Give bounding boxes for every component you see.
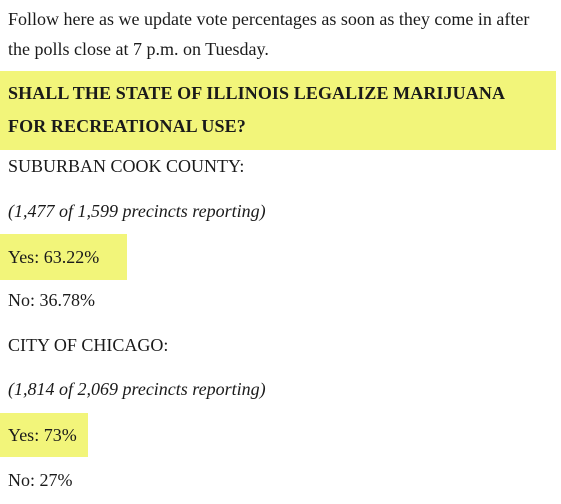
chicago-yes-highlight: Yes: 73% bbox=[0, 413, 88, 457]
ballot-question-line2: FOR RECREATIONAL USE? bbox=[8, 116, 246, 136]
question-highlight: SHALL THE STATE OF ILLINOIS LEGALIZE MAR… bbox=[0, 71, 556, 150]
ballot-question: SHALL THE STATE OF ILLINOIS LEGALIZE MAR… bbox=[8, 77, 553, 143]
chicago-yes-result: Yes: 73% bbox=[8, 425, 77, 445]
suburban-no-result: No: 36.78% bbox=[8, 290, 95, 310]
suburban-yes-result: Yes: 63.22% bbox=[8, 247, 100, 267]
chicago-heading: CITY OF CHICAGO: bbox=[8, 335, 169, 355]
chicago-no-result: No: 27% bbox=[8, 470, 73, 490]
intro-paragraph: Follow here as we update vote percentage… bbox=[8, 9, 530, 59]
suburban-precincts: (1,477 of 1,599 precincts reporting) bbox=[8, 201, 266, 221]
chicago-precincts: (1,814 of 2,069 precincts reporting) bbox=[8, 379, 266, 399]
ballot-question-line1: SHALL THE STATE OF ILLINOIS LEGALIZE MAR… bbox=[8, 83, 506, 103]
suburban-yes-highlight: Yes: 63.22% bbox=[0, 234, 127, 280]
suburban-heading: SUBURBAN COOK COUNTY: bbox=[8, 156, 245, 176]
